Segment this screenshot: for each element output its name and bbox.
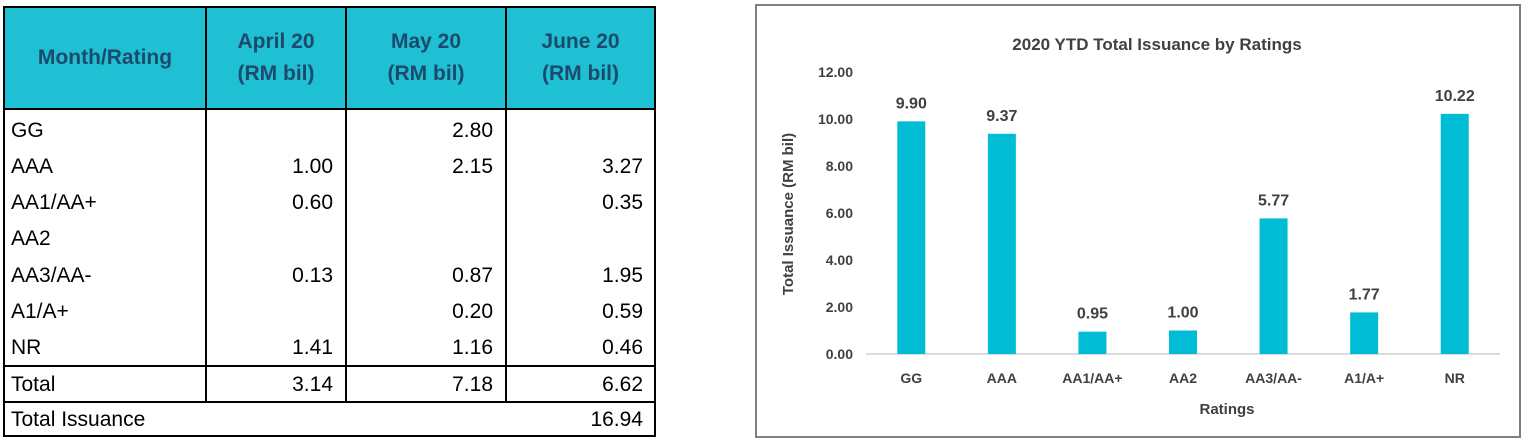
may-value: 0.20 [452, 300, 493, 323]
bar [1440, 113, 1469, 354]
bar [1078, 331, 1107, 354]
issuance-table: Month/Rating April 20 (RM bil) May 20 (R… [3, 6, 656, 437]
column-divider [345, 8, 347, 401]
data-label: 10.22 [1435, 88, 1475, 105]
rating-label: AAA [11, 155, 54, 178]
may-value: 1.16 [452, 336, 493, 359]
x-tick-label: NR [1445, 370, 1465, 386]
x-axis-ticks: GG AAA AA1/AA+ AA2 AA3/AA- A1/A+ NR [900, 370, 1464, 386]
y-tick-label: 6.00 [826, 205, 853, 221]
april-total: 3.14 [292, 373, 333, 396]
x-tick-label: AA1/AA+ [1062, 370, 1122, 386]
x-tick-label: A1/A+ [1344, 370, 1384, 386]
rating-label: AA3/AA- [11, 264, 92, 287]
y-axis-ticks: 0.00 2.00 4.00 6.00 8.00 10.00 12.00 [818, 64, 853, 362]
june-value: 0.46 [602, 336, 643, 359]
april-value: 1.41 [292, 336, 333, 359]
table-header-row [5, 8, 654, 108]
bars: 9.90 9.37 0.95 1.00 5.77 1.77 10.22 [896, 88, 1475, 354]
y-tick-label: 10.00 [818, 111, 853, 127]
total-label: Total [11, 373, 56, 396]
row-divider [5, 401, 654, 403]
header-may: May 20 (RM bil) [387, 30, 465, 85]
chart-title: 2020 YTD Total Issuance by Ratings [1012, 35, 1301, 54]
y-tick-label: 2.00 [826, 299, 853, 315]
april-value [207, 113, 333, 149]
june-value: 0.59 [602, 300, 643, 323]
rating-label: AA2 [11, 227, 51, 250]
x-tick-label: AA3/AA- [1245, 370, 1302, 386]
column-divider [205, 8, 207, 401]
june-value [507, 221, 643, 257]
june-value: 1.95 [602, 264, 643, 287]
total-issuance-label: Total Issuance [11, 408, 146, 431]
april-value: 0.60 [292, 191, 333, 214]
y-tick-label: 12.00 [818, 64, 853, 80]
x-tick-label: AA2 [1169, 370, 1197, 386]
bar [1259, 218, 1288, 354]
bar [987, 133, 1016, 354]
y-tick-label: 4.00 [826, 252, 853, 268]
april-value: 0.13 [292, 264, 333, 287]
may-value [347, 185, 493, 221]
column-divider [505, 8, 507, 401]
may-total: 7.18 [452, 373, 493, 396]
april-value [207, 294, 333, 330]
ratings-bar-chart: 2020 YTD Total Issuance by Ratings Total… [755, 4, 1521, 438]
header-april: April 20 (RM bil) [237, 30, 315, 85]
april-value: 1.00 [292, 155, 333, 178]
june-value: 0.35 [602, 191, 643, 214]
x-tick-label: AAA [987, 370, 1017, 386]
header-june: June 20 (RM bil) [541, 30, 620, 85]
may-value [347, 221, 493, 257]
row-divider [5, 365, 654, 367]
y-tick-label: 8.00 [826, 158, 853, 174]
data-label: 5.77 [1258, 192, 1289, 209]
bar [1169, 330, 1197, 354]
data-label: 9.90 [896, 95, 927, 112]
bar [1350, 312, 1379, 354]
may-value: 2.15 [452, 155, 493, 178]
total-issuance-value: 16.94 [590, 408, 643, 431]
may-value: 0.87 [452, 264, 493, 287]
rating-label: NR [11, 336, 42, 359]
row-divider [5, 108, 654, 110]
june-value [507, 113, 643, 149]
chart-canvas: 2020 YTD Total Issuance by Ratings Total… [780, 35, 1500, 418]
x-tick-label: GG [900, 370, 922, 386]
may-value: 2.80 [452, 119, 493, 142]
data-label: 0.95 [1077, 306, 1108, 323]
data-label: 1.77 [1349, 286, 1380, 303]
header-month-rating: Month/Rating [37, 46, 173, 69]
y-axis-title: Total Issuance (RM bil) [780, 133, 797, 295]
data-label: 1.00 [1167, 305, 1198, 322]
y-tick-label: 0.00 [826, 346, 853, 362]
data-label: 9.37 [986, 108, 1017, 125]
rating-label: A1/A+ [11, 300, 69, 323]
bar [897, 121, 926, 354]
june-value: 3.27 [602, 155, 643, 178]
rating-label: AA1/AA+ [11, 191, 97, 214]
june-total: 6.62 [602, 373, 643, 396]
x-axis-title: Ratings [1199, 401, 1254, 418]
april-value [207, 221, 333, 257]
rating-label: GG [11, 119, 44, 142]
